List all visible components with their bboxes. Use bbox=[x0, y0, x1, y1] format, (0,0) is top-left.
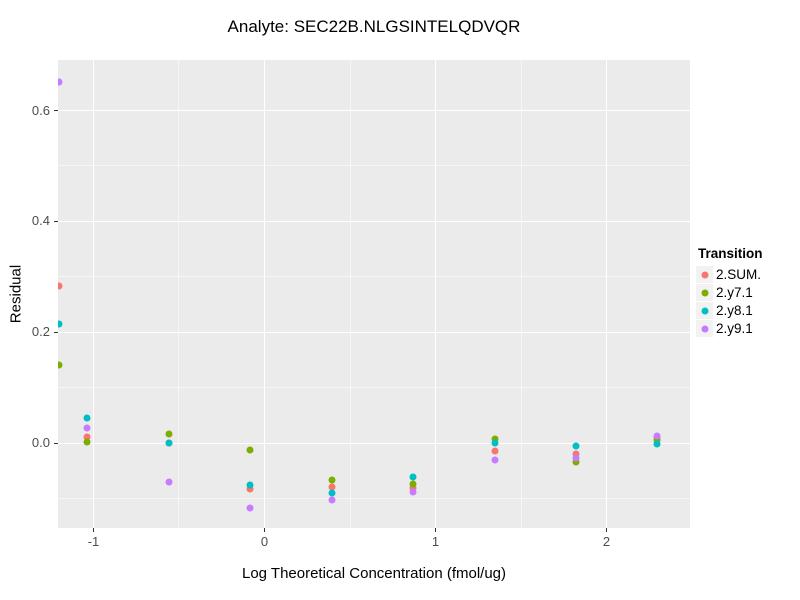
x-tick-label: -1 bbox=[87, 534, 100, 549]
gridline-major-vertical bbox=[92, 60, 94, 528]
gridline-minor-horizontal bbox=[58, 498, 690, 500]
gridline-major-horizontal bbox=[58, 331, 690, 333]
y-tick-label: 0.0 bbox=[31, 435, 50, 451]
legend-key bbox=[696, 302, 713, 319]
data-point bbox=[165, 430, 173, 438]
legend-item: 2.y9.1 bbox=[696, 320, 763, 337]
gridline-minor-vertical bbox=[349, 60, 351, 528]
gridline-minor-horizontal bbox=[58, 276, 690, 278]
data-point bbox=[328, 483, 336, 491]
gridline-major-horizontal bbox=[58, 220, 690, 222]
data-point bbox=[246, 485, 254, 493]
y-tick-label: 0.4 bbox=[31, 213, 50, 229]
data-point bbox=[491, 435, 499, 443]
y-tick-label: 0.6 bbox=[31, 102, 50, 118]
y-tick-mark bbox=[54, 442, 58, 444]
data-point bbox=[653, 432, 661, 440]
x-tick-mark bbox=[606, 528, 607, 532]
x-tick-mark bbox=[263, 528, 265, 532]
data-point bbox=[246, 504, 254, 512]
legend-key bbox=[696, 284, 713, 301]
gridline-minor-horizontal bbox=[58, 165, 690, 167]
legend-label: 2.y9.1 bbox=[716, 321, 753, 336]
data-point bbox=[165, 478, 173, 486]
y-tick-mark bbox=[54, 331, 58, 333]
gridline-minor-vertical bbox=[178, 60, 180, 528]
legend-key bbox=[696, 320, 713, 337]
data-point bbox=[328, 496, 336, 504]
legend-label: 2.y7.1 bbox=[716, 285, 753, 300]
legend-point-icon bbox=[701, 289, 708, 296]
gridline-minor-horizontal bbox=[58, 387, 690, 389]
data-point bbox=[653, 440, 661, 448]
legend-point-icon bbox=[701, 271, 708, 278]
y-tick-label: 0.2 bbox=[31, 324, 50, 340]
legend-key bbox=[696, 266, 713, 283]
data-point bbox=[409, 484, 417, 492]
data-point bbox=[572, 458, 580, 466]
data-point bbox=[409, 473, 417, 481]
data-point bbox=[491, 456, 499, 464]
data-point bbox=[165, 439, 173, 447]
data-point bbox=[409, 480, 417, 488]
legend-items: 2.SUM. 2.y7.1 2.y8.1 2.y9.1 bbox=[696, 266, 763, 337]
legend-point-icon bbox=[701, 325, 708, 332]
data-point bbox=[58, 320, 63, 328]
plot-panel bbox=[58, 60, 690, 528]
legend-item: 2.SUM. bbox=[696, 266, 763, 283]
legend-point-icon bbox=[701, 307, 708, 314]
data-point bbox=[58, 361, 63, 369]
x-tick-mark bbox=[92, 528, 94, 532]
legend-label: 2.y8.1 bbox=[716, 303, 753, 318]
y-tick-mark bbox=[54, 220, 58, 222]
gridline-major-horizontal bbox=[58, 442, 690, 444]
data-point bbox=[572, 454, 580, 462]
gridline-minor-vertical bbox=[520, 60, 522, 528]
data-point bbox=[246, 481, 254, 489]
data-point bbox=[58, 282, 63, 290]
legend-label: 2.SUM. bbox=[716, 267, 762, 282]
chart-title: Analyte: SEC22B.NLGSINTELQDVQR bbox=[227, 17, 521, 36]
y-axis-title: Residual bbox=[7, 264, 25, 324]
x-tick-mark bbox=[435, 528, 436, 532]
data-point bbox=[653, 436, 661, 444]
legend-item: 2.y7.1 bbox=[696, 284, 763, 301]
data-point bbox=[572, 450, 580, 458]
data-point bbox=[572, 442, 580, 450]
data-point bbox=[491, 447, 499, 455]
y-tick-mark bbox=[54, 110, 58, 111]
legend-title: Transition bbox=[698, 246, 763, 261]
data-point bbox=[83, 438, 91, 446]
data-point bbox=[328, 489, 336, 497]
gridline-major-vertical bbox=[263, 60, 265, 528]
x-axis-title: Log Theoretical Concentration (fmol/ug) bbox=[241, 565, 507, 582]
gridline-major-horizontal bbox=[58, 110, 690, 111]
data-point bbox=[83, 424, 91, 432]
data-point bbox=[328, 476, 336, 484]
data-point bbox=[246, 446, 254, 454]
data-point bbox=[83, 414, 91, 422]
gridline-major-vertical bbox=[606, 60, 607, 528]
x-tick-label: 2 bbox=[602, 534, 611, 549]
data-point bbox=[83, 433, 91, 441]
legend-item: 2.y8.1 bbox=[696, 302, 763, 319]
legend: Transition 2.SUM. 2.y7.1 2.y8.1 2.y9.1 bbox=[696, 246, 763, 338]
data-point bbox=[409, 488, 417, 496]
x-tick-label: 0 bbox=[260, 534, 269, 549]
data-point bbox=[58, 78, 63, 86]
data-point bbox=[491, 439, 499, 447]
gridline-major-vertical bbox=[435, 60, 436, 528]
x-tick-label: 1 bbox=[431, 534, 440, 549]
